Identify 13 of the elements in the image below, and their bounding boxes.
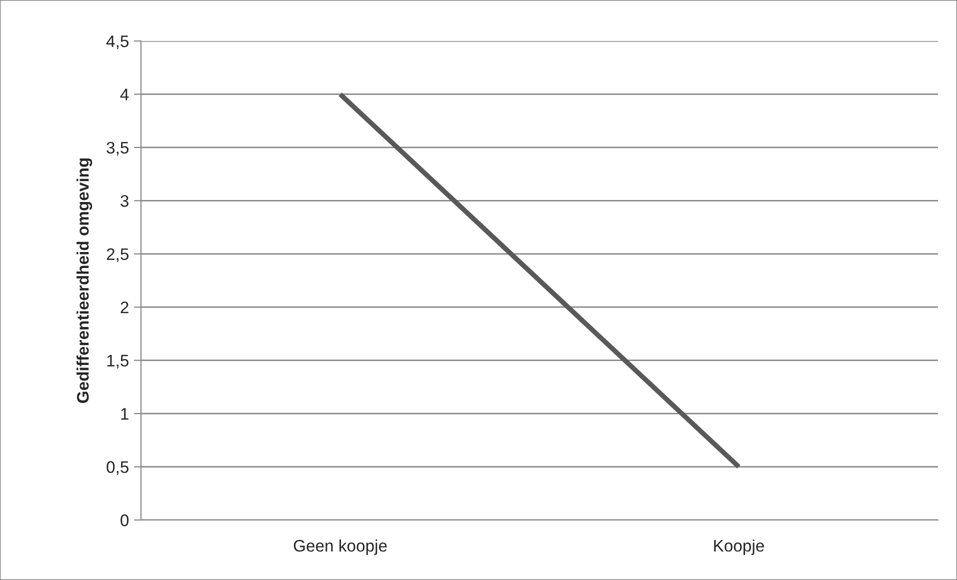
y-tick-label: 4 xyxy=(120,88,129,100)
y-tick-label: 3 xyxy=(120,195,128,207)
y-tick-label: 2,5 xyxy=(106,248,128,262)
y-tick-label: 0,5 xyxy=(106,461,128,475)
y-tick-label: 4,5 xyxy=(106,36,128,50)
x-tick-label: Koopje xyxy=(714,539,764,555)
y-tick-label: 1,5 xyxy=(107,354,128,369)
y-axis-title: Gedifferentieerdheid omgeving xyxy=(76,158,92,403)
y-tick-label: 2 xyxy=(120,302,128,314)
y-tick-label: 1 xyxy=(121,408,128,420)
y-tick-label: 0 xyxy=(120,514,129,526)
y-tick-label: 3,5 xyxy=(106,142,128,156)
x-tick-label: Geen koopje xyxy=(294,539,387,555)
